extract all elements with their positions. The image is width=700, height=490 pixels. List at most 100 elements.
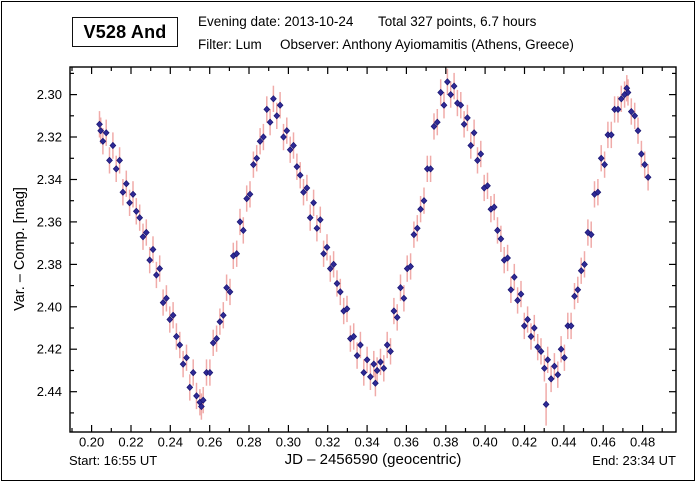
data-point (557, 345, 565, 353)
data-point (370, 360, 378, 368)
data-point (106, 156, 113, 165)
data-point (223, 284, 230, 292)
data-point (260, 133, 267, 141)
data-point (116, 156, 123, 165)
data-point (306, 214, 314, 222)
outer-border (1, 1, 695, 481)
data-point (316, 216, 324, 224)
data-point (567, 322, 575, 330)
data-point (413, 224, 421, 232)
x-axis-title: JD – 2456590 (geocentric) (284, 451, 462, 468)
data-point (407, 262, 414, 271)
data-point (183, 354, 190, 362)
x-tick-label: 0.26 (197, 435, 222, 450)
data-point (109, 141, 117, 150)
data-point (236, 218, 244, 226)
x-tick-label: 0.30 (276, 435, 301, 450)
y-tick-label: 2.30 (37, 87, 62, 102)
data-point (541, 364, 548, 372)
data-point (617, 95, 625, 103)
data-point (470, 129, 478, 137)
data-point (447, 90, 455, 99)
y-tick-label: 2.36 (37, 214, 62, 229)
data-point (454, 99, 461, 107)
star-name-box: V528 And (72, 17, 178, 47)
x-tick-label: 0.40 (472, 435, 497, 450)
data-point (313, 224, 321, 232)
data-point (198, 402, 205, 411)
data-point (320, 250, 327, 258)
data-point (276, 101, 284, 109)
data-point (420, 197, 428, 205)
data-point (310, 199, 317, 207)
start-time-text: Start: 16:55 UT (69, 453, 158, 468)
data-point (497, 235, 505, 243)
data-point (303, 184, 311, 192)
data-point (467, 141, 475, 150)
data-point (534, 343, 542, 351)
data-point (627, 107, 635, 116)
data-point (554, 371, 562, 379)
data-point (460, 120, 468, 128)
data-point (417, 205, 424, 213)
data-point (377, 358, 384, 366)
data-point (97, 127, 105, 135)
data-point (219, 311, 227, 319)
data-point (159, 298, 167, 307)
y-tick-label: 2.38 (37, 257, 62, 272)
data-point (99, 137, 107, 145)
data-point (296, 171, 304, 179)
data-point (300, 188, 307, 196)
data-point (631, 112, 639, 120)
evening-date-text: Evening date: 2013-10-24 (198, 14, 354, 29)
data-point (542, 400, 550, 409)
data-point (410, 230, 418, 239)
data-point (601, 160, 608, 169)
data-point (514, 296, 521, 305)
data-point (266, 118, 274, 126)
data-point (163, 294, 170, 302)
data-point (333, 279, 341, 288)
data-point (290, 141, 297, 150)
data-point (243, 194, 251, 203)
star-name: V528 And (83, 21, 167, 42)
data-point (464, 114, 471, 122)
data-point (383, 341, 391, 349)
data-point (102, 129, 110, 137)
data-point (450, 82, 458, 90)
data-point (250, 160, 257, 169)
x-tick-label: 0.28 (236, 435, 261, 450)
data-point (641, 160, 649, 169)
data-point (527, 332, 535, 341)
data-point (372, 379, 379, 387)
filter-text: Filter: Lum (198, 37, 262, 52)
x-tick-label: 0.38 (433, 435, 458, 450)
x-tick-label: 0.20 (79, 435, 104, 450)
data-point (146, 256, 154, 264)
data-point (233, 250, 241, 258)
x-tick-label: 0.44 (551, 435, 576, 450)
data-point (644, 173, 652, 181)
data-point (577, 267, 585, 275)
data-point (189, 368, 197, 377)
data-point (129, 190, 137, 198)
data-point (594, 188, 602, 196)
data-point (263, 105, 271, 114)
y-tick-label: 2.42 (37, 342, 62, 357)
data-point (139, 233, 147, 241)
data-point (430, 122, 438, 131)
data-point (256, 137, 264, 145)
data-point (373, 366, 381, 375)
data-point (510, 273, 518, 281)
data-point (122, 180, 130, 188)
data-point (504, 254, 511, 262)
data-point (507, 286, 515, 294)
data-point (457, 101, 465, 109)
data-point (216, 318, 224, 326)
x-tick-label: 0.42 (512, 435, 537, 450)
x-tick-label: 0.48 (630, 435, 655, 450)
x-tick-label: 0.36 (394, 435, 419, 450)
data-point (587, 230, 595, 239)
data-point (393, 313, 401, 322)
data-point (444, 78, 451, 86)
